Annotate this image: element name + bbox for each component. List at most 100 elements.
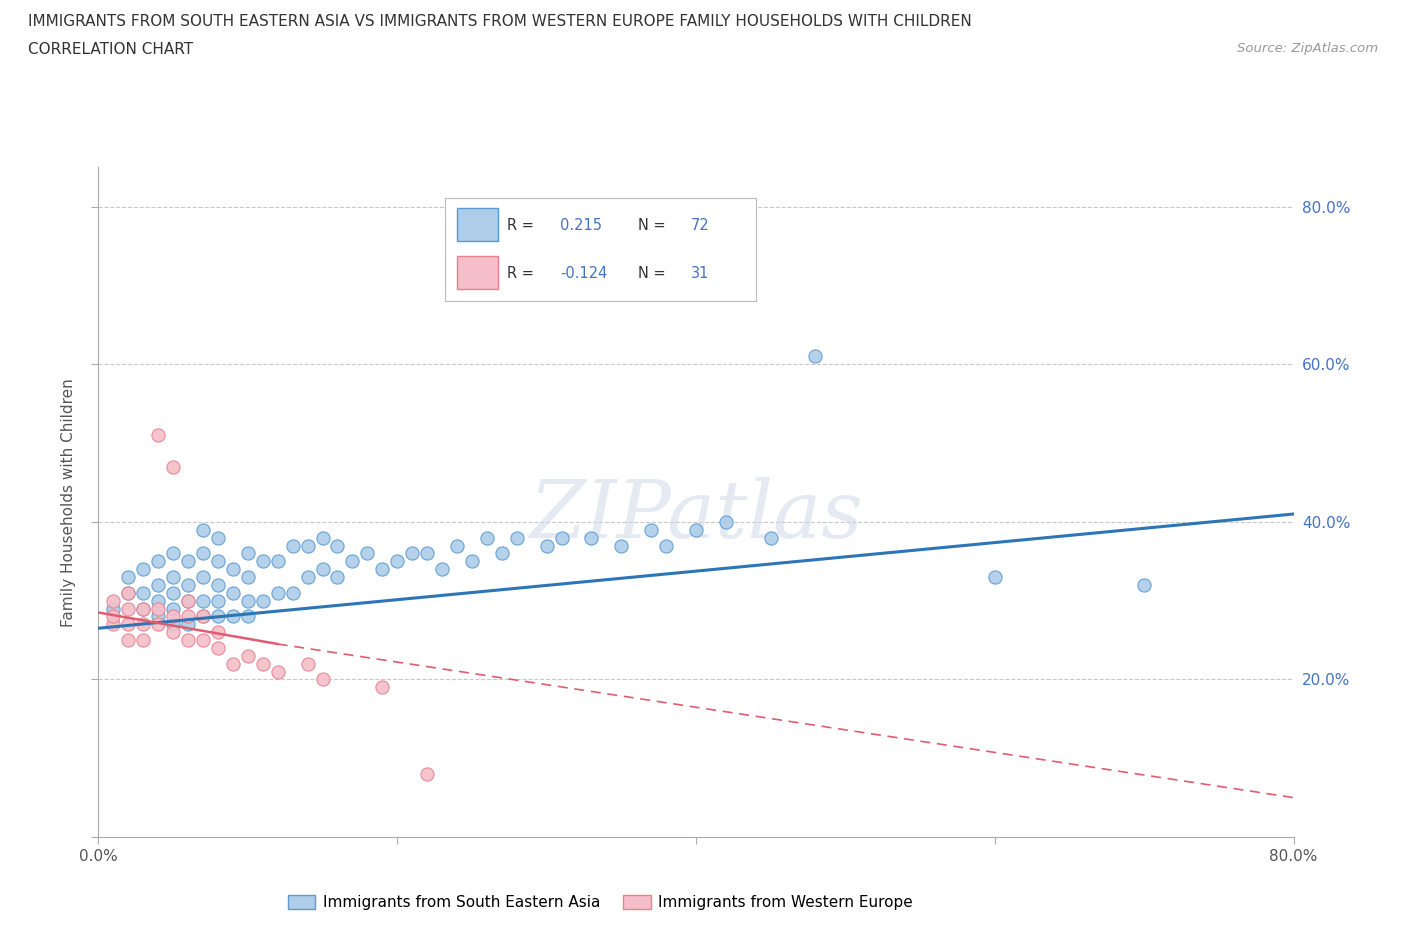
Point bbox=[148, 617, 170, 631]
Point bbox=[207, 641, 229, 656]
Point bbox=[191, 546, 214, 561]
Point bbox=[103, 609, 125, 624]
Point bbox=[162, 601, 184, 616]
Point bbox=[446, 538, 468, 553]
Point bbox=[236, 569, 259, 584]
Point bbox=[475, 530, 498, 545]
Point bbox=[177, 554, 200, 569]
Point bbox=[162, 546, 184, 561]
Point bbox=[222, 585, 245, 600]
Point bbox=[252, 554, 274, 569]
Point bbox=[148, 601, 170, 616]
Point bbox=[655, 538, 678, 553]
Point bbox=[191, 609, 214, 624]
Point bbox=[267, 554, 290, 569]
Point bbox=[191, 523, 214, 538]
Point bbox=[132, 617, 155, 631]
Point bbox=[207, 625, 229, 640]
Point bbox=[236, 593, 259, 608]
Point bbox=[461, 554, 484, 569]
Point bbox=[177, 617, 200, 631]
Point bbox=[685, 523, 707, 538]
Point bbox=[222, 562, 245, 577]
Point bbox=[252, 657, 274, 671]
Point bbox=[117, 632, 139, 647]
Point bbox=[117, 585, 139, 600]
Point bbox=[148, 609, 170, 624]
Point bbox=[804, 349, 827, 364]
Point bbox=[506, 530, 529, 545]
Point bbox=[326, 569, 349, 584]
Point bbox=[550, 530, 572, 545]
Y-axis label: Family Households with Children: Family Households with Children bbox=[60, 378, 76, 627]
Point bbox=[581, 530, 603, 545]
Point bbox=[536, 538, 558, 553]
Point bbox=[356, 546, 378, 561]
Point bbox=[297, 657, 319, 671]
Point bbox=[236, 609, 259, 624]
Point bbox=[177, 632, 200, 647]
Point bbox=[1133, 578, 1156, 592]
Text: Source: ZipAtlas.com: Source: ZipAtlas.com bbox=[1237, 42, 1378, 55]
Point bbox=[191, 632, 214, 647]
Point bbox=[162, 609, 184, 624]
Point bbox=[491, 546, 513, 561]
Point bbox=[132, 585, 155, 600]
Point bbox=[162, 569, 184, 584]
Point bbox=[191, 569, 214, 584]
Point bbox=[416, 766, 439, 781]
Point bbox=[177, 593, 200, 608]
Text: IMMIGRANTS FROM SOUTH EASTERN ASIA VS IMMIGRANTS FROM WESTERN EUROPE FAMILY HOUS: IMMIGRANTS FROM SOUTH EASTERN ASIA VS IM… bbox=[28, 14, 972, 29]
Point bbox=[162, 585, 184, 600]
Point bbox=[132, 601, 155, 616]
Point bbox=[236, 546, 259, 561]
Point bbox=[148, 554, 170, 569]
Point bbox=[714, 514, 737, 529]
Point bbox=[103, 617, 125, 631]
Point bbox=[177, 578, 200, 592]
Point bbox=[371, 680, 394, 695]
Point bbox=[297, 538, 319, 553]
Point bbox=[117, 585, 139, 600]
Point bbox=[267, 585, 290, 600]
Point bbox=[207, 554, 229, 569]
Point bbox=[132, 562, 155, 577]
Text: ZIPatlas: ZIPatlas bbox=[529, 477, 863, 554]
Point bbox=[236, 648, 259, 663]
Point bbox=[207, 530, 229, 545]
Point bbox=[148, 593, 170, 608]
Point bbox=[177, 609, 200, 624]
Point bbox=[640, 523, 662, 538]
Point bbox=[610, 538, 633, 553]
Point bbox=[148, 578, 170, 592]
Point bbox=[117, 601, 139, 616]
Point bbox=[117, 569, 139, 584]
Point bbox=[984, 569, 1007, 584]
Point bbox=[759, 530, 782, 545]
Point bbox=[430, 562, 453, 577]
Point bbox=[162, 617, 184, 631]
Point bbox=[371, 562, 394, 577]
Text: CORRELATION CHART: CORRELATION CHART bbox=[28, 42, 193, 57]
Point bbox=[207, 593, 229, 608]
Point bbox=[297, 569, 319, 584]
Point bbox=[252, 593, 274, 608]
Point bbox=[191, 593, 214, 608]
Point bbox=[267, 664, 290, 679]
Point bbox=[191, 609, 214, 624]
Point bbox=[222, 657, 245, 671]
Point bbox=[326, 538, 349, 553]
Point bbox=[117, 617, 139, 631]
Point bbox=[311, 530, 333, 545]
Point bbox=[162, 459, 184, 474]
Point bbox=[177, 593, 200, 608]
Point bbox=[103, 593, 125, 608]
Point bbox=[162, 625, 184, 640]
Point bbox=[311, 672, 333, 687]
Point bbox=[207, 578, 229, 592]
Point bbox=[207, 609, 229, 624]
Legend: Immigrants from South Eastern Asia, Immigrants from Western Europe: Immigrants from South Eastern Asia, Immi… bbox=[281, 889, 920, 916]
Point bbox=[132, 632, 155, 647]
Point bbox=[281, 538, 304, 553]
Point bbox=[385, 554, 409, 569]
